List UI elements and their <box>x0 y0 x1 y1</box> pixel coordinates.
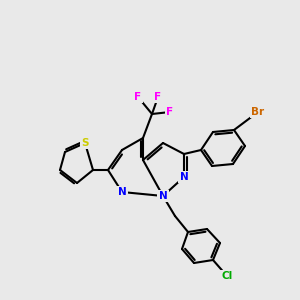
Text: F: F <box>154 92 162 102</box>
Text: S: S <box>81 138 89 148</box>
Text: F: F <box>167 107 174 117</box>
Text: N: N <box>180 172 188 182</box>
Text: N: N <box>159 191 167 201</box>
Text: N: N <box>118 187 126 197</box>
Text: Br: Br <box>251 107 265 117</box>
Text: F: F <box>134 92 142 102</box>
Text: Cl: Cl <box>221 271 233 281</box>
